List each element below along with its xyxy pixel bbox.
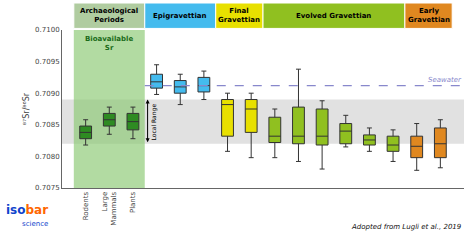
svg-text:⁸⁷Sr/⁸⁶Sr: ⁸⁷Sr/⁸⁶Sr <box>22 92 31 125</box>
svg-text:Epigravettian: Epigravettian <box>153 12 207 20</box>
svg-text:isobar: isobar <box>6 203 48 217</box>
svg-text:Plants: Plants <box>129 191 137 213</box>
svg-text:Local Range: Local Range <box>150 104 158 141</box>
svg-text:0.7080: 0.7080 <box>35 153 60 161</box>
svg-text:0.7090: 0.7090 <box>35 90 60 98</box>
svg-text:Adopted from Lugli et al., 201: Adopted from Lugli et al., 2019 <box>351 223 462 231</box>
svg-text:science: science <box>22 220 48 228</box>
svg-text:FinalGravettian: FinalGravettian <box>218 7 260 24</box>
svg-text:BioavailableSr: BioavailableSr <box>85 35 133 52</box>
svg-text:EarlyGravettian: EarlyGravettian <box>408 7 450 24</box>
svg-text:0.7095: 0.7095 <box>35 58 60 66</box>
svg-text:ArchaeologicalPeriods: ArchaeologicalPeriods <box>80 7 138 24</box>
svg-text:Rodents: Rodents <box>82 191 90 220</box>
svg-text:LargeMammals: LargeMammals <box>101 191 118 225</box>
svg-text:0.7075: 0.7075 <box>35 184 60 192</box>
svg-text:0.7100: 0.7100 <box>35 26 60 34</box>
svg-text:Seawater: Seawater <box>428 76 462 84</box>
svg-text:Evolved Gravettian: Evolved Gravettian <box>296 12 371 20</box>
svg-text:0.7085: 0.7085 <box>35 121 60 129</box>
